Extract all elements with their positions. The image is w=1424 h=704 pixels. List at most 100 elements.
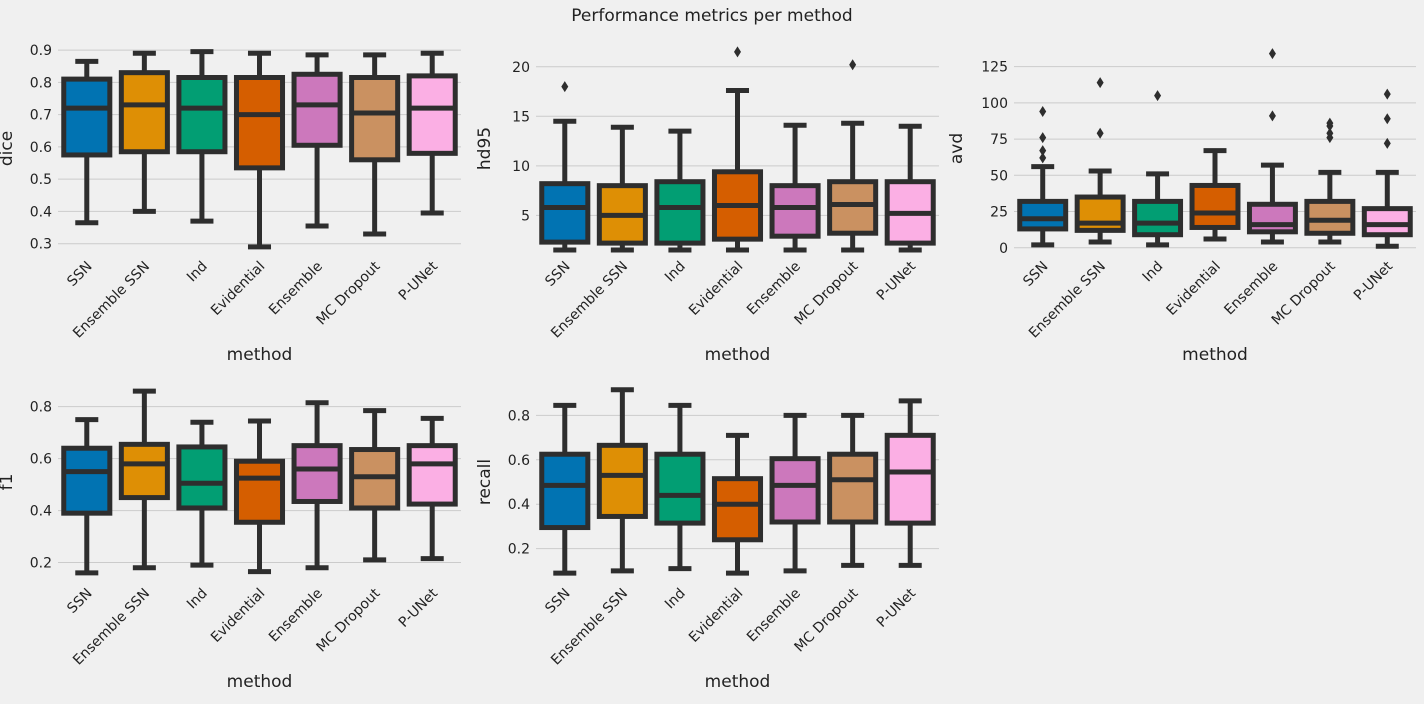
box-iqr (233, 458, 286, 525)
box-ind (654, 402, 706, 572)
box-p-unet (884, 123, 936, 253)
y-axis-label: f1 (0, 474, 17, 491)
x-axis-label: method (1182, 345, 1248, 365)
box-evidential (711, 432, 764, 576)
box-iqr (1017, 198, 1069, 232)
box-iqr (596, 442, 648, 519)
box-ssn (539, 402, 591, 576)
y-tick-label: 0 (999, 241, 1008, 257)
box-iqr (654, 451, 706, 526)
y-tick-label: 0.8 (508, 408, 530, 424)
box-ensemble (769, 412, 821, 574)
outlier-point (1039, 106, 1047, 118)
y-tick-label: 0.8 (30, 75, 52, 91)
box-iqr (176, 444, 228, 511)
box-mc-dropout (349, 52, 401, 237)
outlier-point (1154, 90, 1162, 102)
box-iqr (1132, 198, 1184, 238)
box-mc-dropout (1304, 117, 1356, 245)
box-p-unet (406, 415, 458, 562)
figure-title: Performance metrics per method (571, 6, 852, 26)
y-tick-label: 125 (981, 60, 1008, 76)
outlier-point (734, 46, 741, 58)
box-evidential (1189, 148, 1241, 242)
box-ind (654, 128, 706, 253)
outlier-point (1039, 152, 1047, 164)
outlier-point (561, 81, 569, 93)
y-tick-label: 15 (512, 109, 530, 125)
box-iqr (118, 441, 170, 501)
outlier-point (1268, 48, 1276, 60)
y-tick-label: 0.9 (30, 43, 52, 59)
y-tick-label: 5 (521, 208, 530, 224)
box-ensemble (1246, 48, 1298, 245)
box-iqr (349, 75, 401, 163)
outlier-point (1096, 127, 1104, 139)
y-tick-label: 0.4 (30, 204, 52, 220)
box-iqr (769, 183, 821, 239)
outlier-point (1096, 77, 1104, 89)
y-tick-label: 0.8 (30, 400, 52, 416)
y-tick-label: 0.3 (30, 237, 52, 253)
box-ensemble-ssn (1074, 77, 1126, 245)
box-ind (176, 49, 228, 224)
outlier-point (1383, 137, 1391, 149)
box-iqr (827, 179, 879, 236)
box-ensemble (769, 122, 821, 253)
y-tick-label: 25 (990, 205, 1008, 221)
y-tick-label: 50 (990, 168, 1008, 184)
box-mc-dropout (827, 59, 879, 253)
box-iqr (1304, 198, 1356, 236)
box-ssn (1017, 106, 1069, 248)
box-ensemble-ssn (596, 124, 648, 253)
y-tick-label: 100 (981, 96, 1008, 112)
y-axis-label: hd95 (475, 127, 495, 170)
y-tick-label: 0.6 (508, 453, 530, 469)
box-iqr (1246, 201, 1298, 235)
y-tick-label: 0.2 (30, 556, 52, 572)
y-axis-label: recall (475, 459, 495, 505)
y-tick-label: 0.4 (508, 497, 530, 513)
box-evidential (711, 46, 764, 253)
box-iqr (539, 181, 591, 245)
box-ensemble-ssn (596, 387, 648, 574)
box-iqr (291, 71, 343, 148)
y-axis-label: avd (947, 133, 967, 164)
box-ensemble-ssn (118, 50, 170, 214)
box-iqr (539, 451, 591, 531)
y-tick-label: 75 (990, 132, 1008, 148)
box-ensemble (291, 52, 343, 229)
x-axis-label: method (705, 672, 771, 692)
box-iqr (61, 445, 113, 516)
x-axis-label: method (227, 345, 293, 365)
box-ind (176, 419, 228, 568)
box-iqr (769, 456, 821, 525)
box-iqr (406, 73, 458, 156)
box-iqr (61, 76, 113, 158)
x-axis-label: method (227, 672, 293, 692)
box-iqr (1361, 206, 1413, 238)
box-ind (1132, 90, 1184, 248)
box-ensemble-ssn (118, 388, 170, 571)
box-iqr (711, 476, 764, 543)
box-p-unet (406, 50, 458, 216)
outlier-point (1326, 127, 1334, 139)
box-iqr (884, 432, 936, 526)
box-ensemble (291, 400, 343, 571)
box-iqr (291, 443, 343, 504)
box-ssn (539, 81, 591, 253)
box-p-unet (884, 398, 936, 568)
y-axis-label: dice (0, 131, 17, 166)
y-tick-label: 20 (512, 60, 530, 76)
outlier-point (1039, 145, 1047, 157)
box-ssn (61, 417, 113, 576)
box-mc-dropout (827, 412, 879, 568)
outlier-point (1326, 117, 1334, 129)
y-tick-label: 0.6 (30, 452, 52, 468)
y-tick-label: 10 (512, 159, 530, 175)
box-iqr (233, 75, 286, 171)
box-iqr (406, 443, 458, 507)
y-tick-label: 0.6 (30, 140, 52, 156)
box-iqr (827, 451, 879, 525)
